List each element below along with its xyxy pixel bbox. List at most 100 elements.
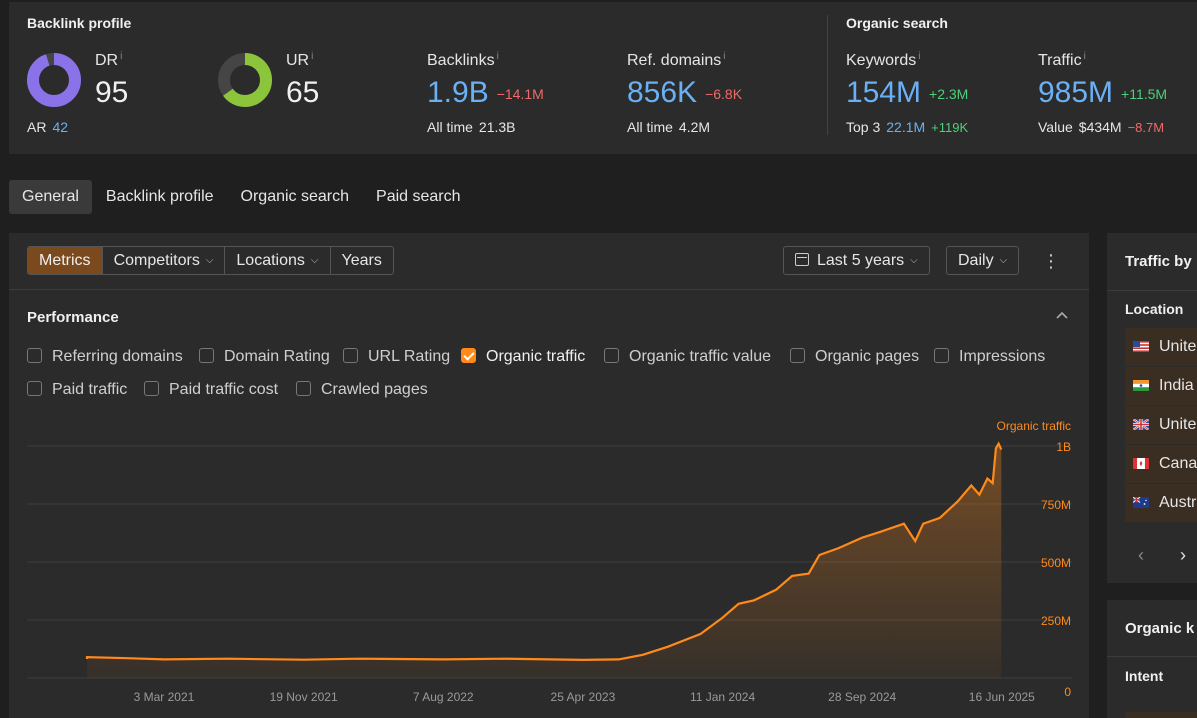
dr-donut <box>27 53 81 107</box>
organic-search-title: Organic search <box>846 15 948 31</box>
tab-general[interactable]: General <box>9 180 92 214</box>
stats-bar: Backlink profile DR i 95 AR 42 UR i 65 Back… <box>9 2 1197 154</box>
location-row-india[interactable]: India <box>1125 367 1197 405</box>
segment-locations[interactable]: Locations ⌵ <box>225 247 331 274</box>
checkbox-paid-traffic[interactable]: Paid traffic <box>27 380 127 400</box>
dr-value: 95 <box>95 76 129 109</box>
checkbox-impressions[interactable]: Impressions <box>934 347 1045 367</box>
chart-toolbar: Metrics Competitors ⌵ Locations ⌵ Years La… <box>9 233 1089 290</box>
checkbox-box[interactable] <box>343 348 358 363</box>
ref-domains-label: Ref. domains i <box>627 51 726 69</box>
next-page-chevron-right-icon[interactable]: › <box>1180 545 1186 565</box>
location-column-header: Location <box>1107 290 1197 328</box>
traffic-value-row: Value $434M −8.7M <box>1038 119 1165 135</box>
checkbox-domain-rating[interactable]: Domain Rating <box>199 347 330 367</box>
traffic-by-location-panel: Traffic by Location Unite India Unite Ca… <box>1107 233 1197 583</box>
location-row-uk[interactable]: Unite <box>1125 406 1197 444</box>
y-tick-label: 750M <box>1041 498 1071 512</box>
performance-title: Performance <box>27 309 119 326</box>
performance-panel: Metrics Competitors ⌵ Locations ⌵ Years La… <box>9 233 1089 718</box>
checkbox-box[interactable] <box>296 381 311 396</box>
checkbox-paid-traffic-cost[interactable]: Paid traffic cost <box>144 380 278 400</box>
segment-years[interactable]: Years <box>341 252 382 269</box>
y-tick-label: 1B <box>1056 440 1071 454</box>
dr-label: DR i <box>95 51 123 69</box>
organic-traffic-line <box>85 441 1003 662</box>
backlinks-value[interactable]: 1.9B −14.1M <box>427 76 544 109</box>
y-tick-label: 250M <box>1041 614 1071 628</box>
tab-paid-search[interactable]: Paid search <box>376 188 461 205</box>
calendar-icon <box>795 253 809 266</box>
y-tick-label: 0 <box>1064 685 1071 699</box>
prev-page-chevron-left-icon[interactable]: ‹ <box>1138 545 1144 565</box>
organic-traffic-area <box>87 443 1002 678</box>
x-tick-label: 19 Nov 2021 <box>270 690 338 704</box>
organic-traffic-chart[interactable]: 0 250M 500M 750M 1B Organic traffic 3 Mar 2021… <box>27 416 1072 716</box>
uk-flag-icon <box>1133 419 1149 430</box>
location-name: Cana <box>1159 455 1197 472</box>
organic-keywords-panel: Organic k Intent <box>1107 600 1197 718</box>
traffic-by-title: Traffic by <box>1125 253 1192 270</box>
collapse-chevron-up-icon[interactable] <box>1054 307 1070 323</box>
traffic-value[interactable]: 985M +11.5M <box>1038 76 1168 109</box>
ar-row: AR 42 <box>27 119 69 135</box>
checkbox-box[interactable] <box>144 381 159 396</box>
location-name: India <box>1159 377 1194 394</box>
ur-value: 65 <box>286 76 320 109</box>
checkbox-box[interactable] <box>27 348 42 363</box>
view-segments: Metrics Competitors ⌵ Locations ⌵ Years <box>27 246 394 275</box>
intent-column-header: Intent <box>1107 656 1197 696</box>
x-tick-label: 11 Jan 2024 <box>690 690 755 704</box>
chevron-down-icon: ⌵ <box>310 255 319 266</box>
location-row-canada[interactable]: Cana <box>1125 445 1197 483</box>
keywords-value[interactable]: 154M +2.3M <box>846 76 969 109</box>
location-name: Unite <box>1159 338 1197 355</box>
checkbox-url-rating[interactable]: URL Rating <box>343 347 450 367</box>
tab-backlink-profile[interactable]: Backlink profile <box>105 188 214 205</box>
backlinks-all-time: All time 21.3B <box>427 119 516 135</box>
checkbox-box[interactable] <box>199 348 214 363</box>
location-row-us[interactable]: Unite <box>1125 328 1197 366</box>
australia-flag-icon <box>1133 497 1149 508</box>
canada-flag-icon <box>1133 458 1149 469</box>
tab-organic-search[interactable]: Organic search <box>240 188 350 205</box>
backlink-profile-title: Backlink profile <box>27 15 132 31</box>
checkbox-organic-pages[interactable]: Organic pages <box>790 347 919 367</box>
keywords-top3: Top 3 22.1M +119K <box>846 119 969 135</box>
checkbox-box[interactable] <box>790 348 805 363</box>
checkbox-box[interactable] <box>604 348 619 363</box>
organic-keywords-title: Organic k <box>1125 620 1195 637</box>
checkbox-referring-domains[interactable]: Referring domains <box>27 347 183 367</box>
chevron-down-icon: ⌵ <box>910 255 918 266</box>
ref-domains-value[interactable]: 856K −6.8K <box>627 76 743 109</box>
checkbox-box[interactable] <box>461 348 476 363</box>
checkbox-box[interactable] <box>934 348 949 363</box>
x-tick-label: 3 Mar 2021 <box>134 690 195 704</box>
location-row-australia[interactable]: Austr <box>1125 484 1197 522</box>
checkbox-organic-traffic[interactable]: Organic traffic <box>461 347 585 367</box>
india-flag-icon <box>1133 380 1149 391</box>
segment-competitors[interactable]: Competitors ⌵ <box>103 247 226 274</box>
segment-metrics[interactable]: Metrics <box>28 247 103 274</box>
keywords-label: Keywords i <box>846 51 921 69</box>
main-tabs: General Backlink profile Organic search … <box>9 180 475 214</box>
us-flag-icon <box>1133 341 1149 352</box>
location-name: Austr <box>1159 494 1197 511</box>
y-tick-label: 500M <box>1041 556 1071 570</box>
chevron-down-icon: ⌵ <box>205 255 214 266</box>
backlinks-label: Backlinks i <box>427 51 499 69</box>
more-options-icon[interactable]: ⋮ <box>1042 251 1060 271</box>
stats-divider <box>827 15 828 135</box>
granularity-dropdown[interactable]: Daily ⌵ <box>946 246 1020 275</box>
ref-domains-all-time: All time 4.2M <box>627 119 711 135</box>
checkbox-crawled-pages[interactable]: Crawled pages <box>296 380 428 400</box>
x-tick-label: 28 Sep 2024 <box>828 690 896 704</box>
chevron-down-icon: ⌵ <box>999 255 1008 266</box>
traffic-label: Traffic i <box>1038 51 1086 69</box>
intent-bar <box>1125 712 1197 718</box>
checkbox-organic-traffic-value[interactable]: Organic traffic value <box>604 347 771 367</box>
series-name-label: Organic traffic <box>997 419 1071 433</box>
checkbox-box[interactable] <box>27 381 42 396</box>
ur-label: UR i <box>286 51 314 69</box>
date-range-dropdown[interactable]: Last 5 years ⌵ <box>783 246 930 275</box>
